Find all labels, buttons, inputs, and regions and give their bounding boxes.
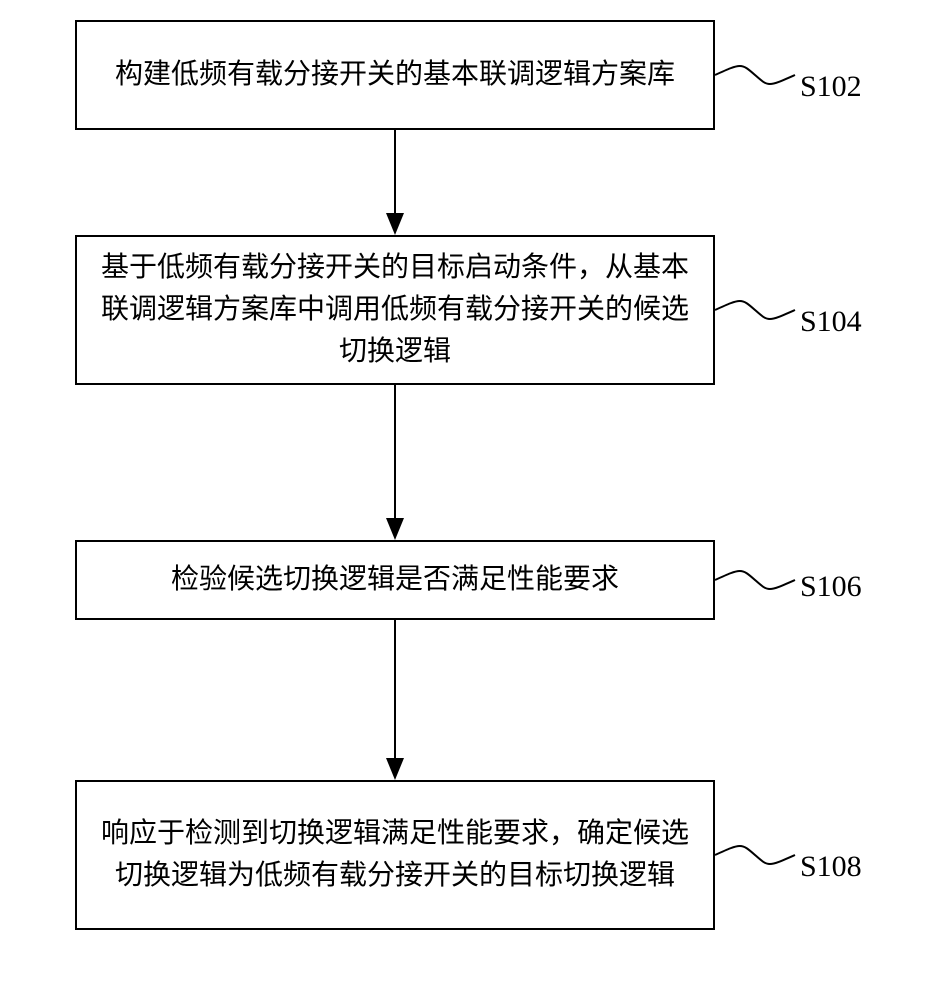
flowchart-canvas: 构建低频有载分接开关的基本联调逻辑方案库S102基于低频有载分接开关的目标启动条… [0,0,925,1000]
flow-arrow-n3-n4 [0,0,925,1000]
